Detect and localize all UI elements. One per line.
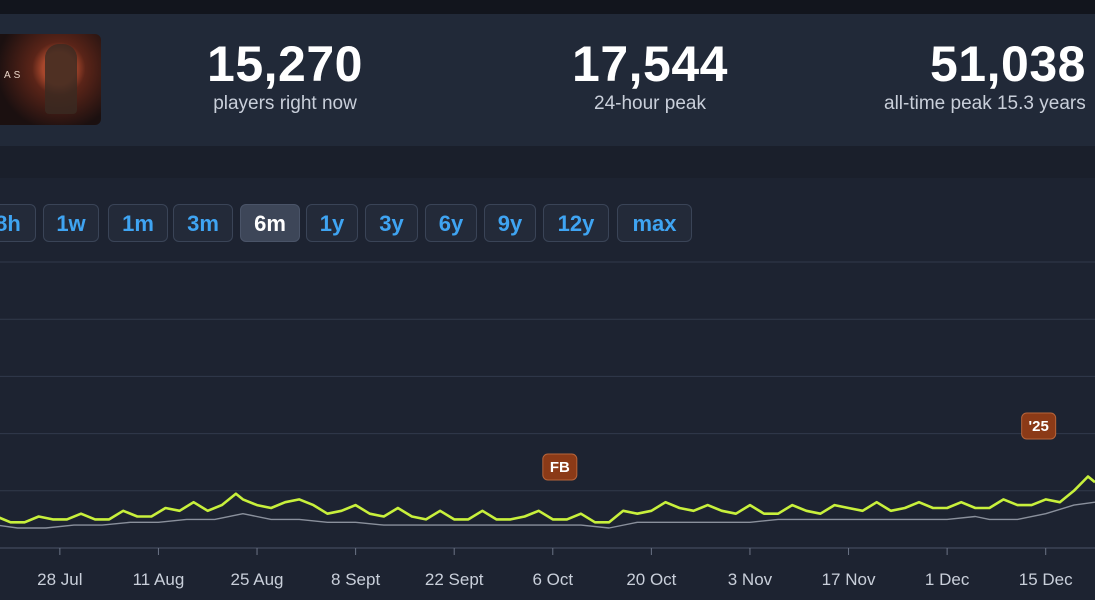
x-tick-label: 20 Oct xyxy=(626,570,676,589)
chart-header-band xyxy=(0,146,1095,178)
peak-24h-label: 24-hour peak xyxy=(594,93,706,114)
x-tick-label: 6 Oct xyxy=(532,570,573,589)
stats-panel: AS 15,270 players right now 17,544 24-ho… xyxy=(0,14,1095,146)
range-button-1y[interactable]: 1y xyxy=(306,204,358,242)
range-button-3m[interactable]: 3m xyxy=(173,204,233,242)
annotation-label: FB xyxy=(550,459,570,476)
x-tick-label: 17 Nov xyxy=(822,570,876,589)
annotation-marker xyxy=(542,453,578,481)
range-button-3y[interactable]: 3y xyxy=(365,204,418,242)
x-tick-label: 22 Sept xyxy=(425,570,484,589)
range-button-max[interactable]: max xyxy=(617,204,692,242)
current-players-label: players right now xyxy=(213,93,357,114)
stat-24h-peak: 17,544 24-hour peak xyxy=(545,36,755,116)
game-thumbnail[interactable]: AS xyxy=(0,34,101,125)
x-tick-label: 15 Dec xyxy=(1019,570,1073,589)
stat-alltime-peak: 51,038 all-time peak 15.3 years xyxy=(884,36,1095,116)
x-tick-label: 1 Dec xyxy=(925,570,970,589)
series-line-average xyxy=(0,501,1095,529)
alltime-peak-label: all-time peak 15.3 years xyxy=(884,93,1086,114)
range-button-8h[interactable]: 8h xyxy=(0,204,36,242)
range-button-6m[interactable]: 6m xyxy=(240,204,300,242)
stat-current-players: 15,270 players right now xyxy=(180,36,390,116)
x-tick-label: 28 Jul xyxy=(37,570,82,589)
top-strip xyxy=(0,0,1095,14)
alltime-peak-value: 51,038 xyxy=(930,36,1086,92)
current-players-value: 15,270 xyxy=(207,36,363,92)
thumbnail-text: AS xyxy=(4,70,24,81)
peak-24h-value: 17,544 xyxy=(572,36,728,92)
range-button-1m[interactable]: 1m xyxy=(108,204,168,242)
x-tick-label: 8 Sept xyxy=(331,570,380,589)
range-button-9y[interactable]: 9y xyxy=(484,204,536,242)
range-button-12y[interactable]: 12y xyxy=(543,204,609,242)
chart-panel xyxy=(0,178,1095,600)
x-tick-label: 25 Aug xyxy=(231,570,284,589)
annotation-marker xyxy=(1021,412,1057,440)
range-button-1w[interactable]: 1w xyxy=(43,204,99,242)
x-tick-label: 3 Nov xyxy=(728,570,773,589)
x-tick-label: 11 Aug xyxy=(133,570,185,589)
range-button-6y[interactable]: 6y xyxy=(425,204,477,242)
series-line-players xyxy=(0,475,1095,524)
annotation-label: '25 xyxy=(1029,418,1049,435)
